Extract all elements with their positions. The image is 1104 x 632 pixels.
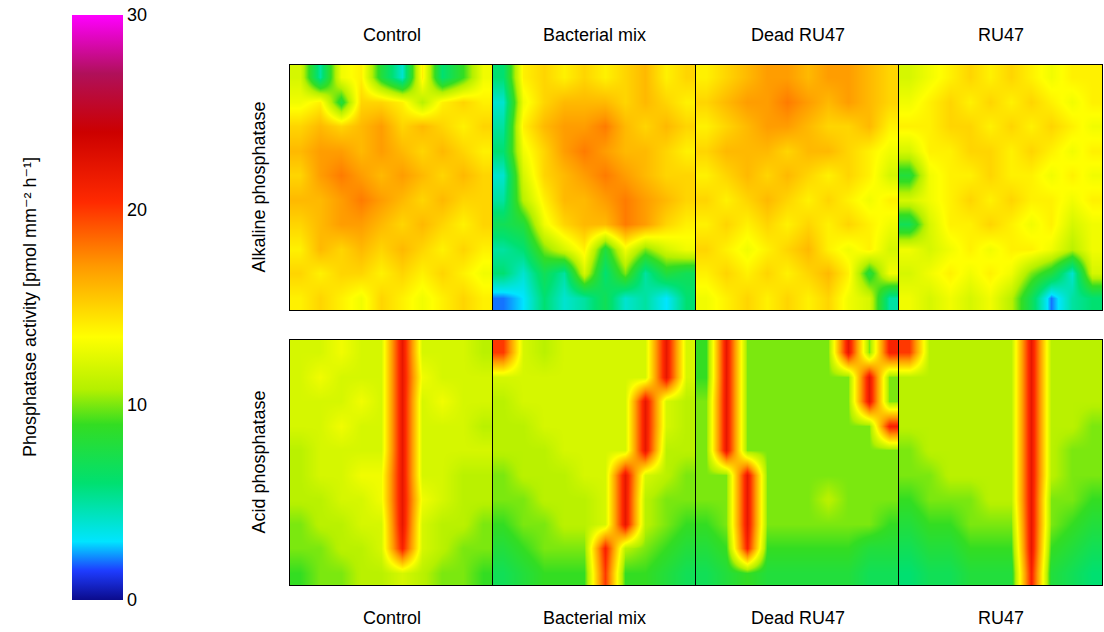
svg-text:Acid phosphatase: Acid phosphatase [249, 390, 269, 533]
svg-text:Dead RU47: Dead RU47 [751, 25, 845, 45]
svg-text:RU47: RU47 [978, 25, 1024, 45]
svg-text:Alkaline phosphatase: Alkaline phosphatase [249, 101, 269, 272]
svg-text:RU47: RU47 [978, 608, 1024, 628]
svg-text:Phosphatase activity [pmol mm⁻: Phosphatase activity [pmol mm⁻² h⁻¹] [20, 157, 40, 457]
svg-text:0: 0 [127, 590, 137, 610]
svg-text:20: 20 [127, 200, 147, 220]
svg-text:30: 30 [127, 5, 147, 25]
svg-text:Control: Control [363, 608, 421, 628]
svg-text:Bacterial mix: Bacterial mix [543, 25, 646, 45]
svg-text:Dead RU47: Dead RU47 [751, 608, 845, 628]
svg-text:Bacterial mix: Bacterial mix [543, 608, 646, 628]
svg-text:10: 10 [127, 395, 147, 415]
svg-text:Control: Control [363, 25, 421, 45]
